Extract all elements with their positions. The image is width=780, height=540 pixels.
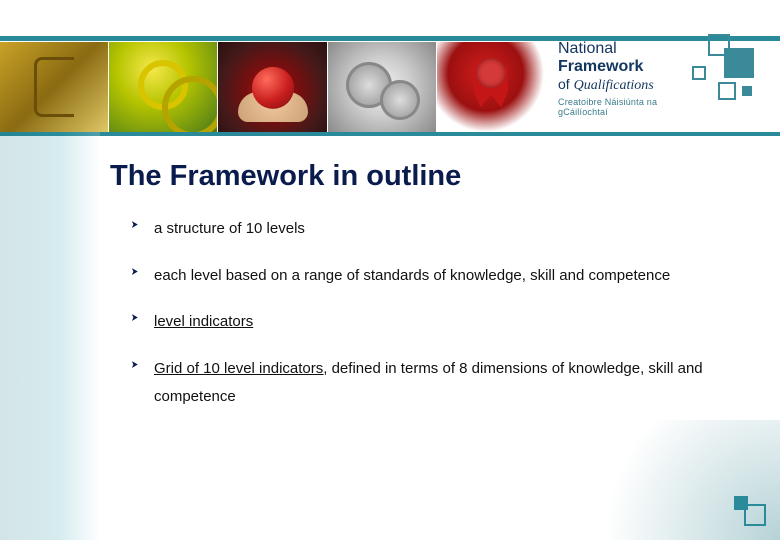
bullet-text: a structure of 10 levels: [154, 220, 305, 237]
bullet-item: Grid of 10 level indicators, defined in …: [134, 355, 740, 412]
content-area: The Framework in outline a structure of …: [110, 160, 740, 430]
bullet-item: each level based on a range of standards…: [134, 262, 740, 291]
header-image-rings: [109, 42, 218, 132]
bullet-underlined: Grid of 10 level indicators,: [154, 360, 327, 377]
logo-line3-word: Qualifications: [574, 78, 654, 93]
logo-squares-icon: [688, 34, 760, 134]
bullet-text: each level based on a range of standards…: [154, 267, 670, 284]
logo-tagline: Creatoibre Náisiúnta na gCáilíochtaí: [558, 97, 708, 117]
bullet-item: level indicators: [134, 308, 740, 337]
logo-line3: of Qualifications: [558, 76, 708, 94]
accent-bar-bottom: [0, 132, 780, 136]
header-image-apple: [218, 42, 327, 132]
corner-square-fill-icon: [734, 496, 748, 510]
logo-line2: Framework: [558, 58, 708, 76]
header-image-gears: [328, 42, 437, 132]
header-image-strip: [0, 42, 545, 132]
logo-text: National Framework of Qualifications Cre…: [558, 40, 708, 117]
left-gradient-decoration: [0, 132, 100, 540]
bullet-item: a structure of 10 levels: [134, 215, 740, 244]
logo-line1: National: [558, 40, 708, 58]
slide-title: The Framework in outline: [110, 160, 740, 193]
bullet-list: a structure of 10 levels each level base…: [110, 215, 740, 412]
header-image-harp: [0, 42, 109, 132]
header-image-seal: [437, 42, 545, 132]
slide: National Framework of Qualifications Cre…: [0, 0, 780, 540]
logo-line3-prefix: of: [558, 76, 574, 92]
bullet-underlined: level indicators: [154, 313, 253, 330]
